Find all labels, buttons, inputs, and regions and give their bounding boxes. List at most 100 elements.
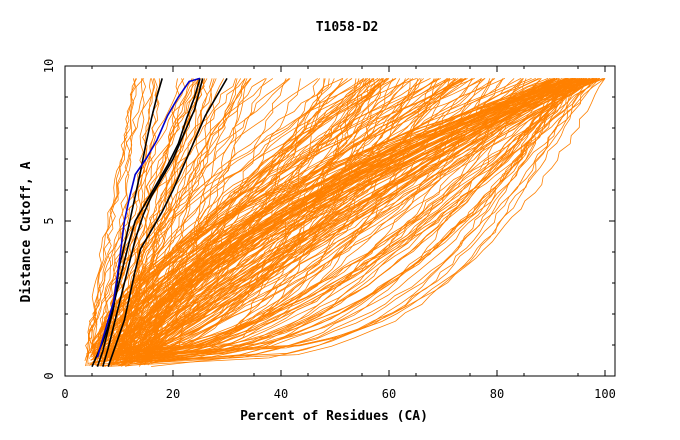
model-curve — [144, 78, 180, 363]
model-curve — [102, 78, 397, 355]
model-curves — [84, 78, 606, 367]
model-curve — [134, 78, 551, 363]
model-curve — [110, 78, 541, 352]
model-curve — [111, 78, 419, 365]
model-curve — [113, 78, 515, 354]
model-curve — [109, 78, 578, 361]
y-tick-label: 0 — [42, 372, 56, 379]
model-curve — [90, 78, 390, 365]
x-tick-label: 40 — [274, 387, 288, 401]
model-curve — [123, 78, 424, 356]
model-curve — [132, 78, 248, 353]
model-curve — [103, 78, 598, 355]
x-tick-label: 80 — [490, 387, 504, 401]
model-curve — [120, 78, 580, 363]
model-curve — [144, 78, 388, 366]
model-curve — [142, 78, 448, 355]
model-curve — [93, 78, 156, 357]
model-curve — [113, 78, 570, 352]
model-curve — [140, 78, 370, 357]
model-curve — [90, 78, 574, 361]
model-curve — [103, 78, 387, 360]
x-tick-label: 20 — [166, 387, 180, 401]
y-tick-label: 5 — [42, 217, 56, 224]
model-curve — [92, 78, 194, 360]
model-curve — [137, 78, 594, 361]
model-curve — [118, 78, 558, 355]
model-curve — [103, 78, 137, 363]
model-curve — [103, 78, 343, 360]
model-curve — [109, 78, 566, 358]
model-curve — [87, 78, 145, 365]
model-curve — [139, 78, 590, 355]
model-curve — [125, 78, 486, 367]
model-curve — [106, 78, 353, 362]
x-axis-label: Percent of Residues (CA) — [240, 409, 428, 424]
model-curve — [124, 78, 573, 365]
model-curve — [150, 78, 213, 364]
model-curve — [93, 78, 266, 357]
model-curve — [96, 78, 527, 367]
model-curve — [121, 78, 587, 360]
model-curve — [146, 78, 467, 358]
model-curve — [127, 78, 556, 367]
model-curve — [130, 78, 524, 360]
model-curve — [116, 78, 394, 365]
model-curve — [136, 78, 596, 363]
model-curve — [97, 78, 466, 358]
model-curve — [139, 78, 593, 365]
model-curve — [122, 78, 193, 358]
model-curve — [142, 78, 396, 352]
model-curve — [114, 78, 387, 359]
x-tick-label: 0 — [61, 387, 68, 401]
model-curve — [146, 78, 252, 366]
highlight-curve — [102, 78, 204, 367]
model-curve — [100, 78, 606, 354]
model-curve — [99, 78, 439, 361]
model-curve — [111, 78, 414, 360]
highlight-curves — [91, 77, 228, 368]
model-curve — [97, 78, 555, 358]
model-curve — [104, 78, 374, 360]
model-curve — [86, 78, 138, 355]
model-curve — [150, 78, 435, 353]
model-curve — [85, 78, 208, 354]
model-curve — [119, 78, 599, 366]
highlight-curve — [96, 77, 201, 358]
y-tick-label: 10 — [42, 59, 56, 73]
model-curve — [123, 78, 326, 363]
x-axis-ticks: 0 20 40 60 80 100 — [61, 66, 616, 401]
model-curve — [98, 78, 600, 352]
model-curve — [145, 78, 225, 354]
model-curve — [84, 78, 417, 362]
model-curve — [108, 78, 369, 359]
highlight-curve — [107, 77, 228, 367]
model-curve — [111, 78, 592, 356]
model-curve — [145, 78, 571, 360]
y-axis-label: Distance Cutoff, A — [19, 161, 34, 302]
model-curve — [148, 78, 536, 360]
model-curve — [140, 78, 570, 357]
model-curve — [116, 78, 580, 362]
model-curve — [87, 78, 364, 359]
y-axis-ticks: 0 5 10 — [42, 59, 615, 380]
model-curve — [148, 78, 553, 356]
model-curve — [108, 78, 474, 355]
x-tick-label: 60 — [382, 387, 396, 401]
model-curve — [104, 78, 203, 360]
model-curve — [90, 78, 388, 358]
model-curve — [121, 78, 560, 365]
highlight-curve — [91, 78, 201, 368]
model-curve — [105, 78, 365, 353]
model-curve — [85, 78, 449, 358]
model-curve — [103, 78, 456, 367]
model-curve — [125, 78, 251, 362]
model-curve — [119, 78, 600, 358]
model-curve — [150, 78, 524, 359]
model-curve — [112, 78, 203, 358]
model-curve — [135, 78, 594, 352]
model-curve — [151, 78, 491, 367]
chart-title: T1058-D2 — [316, 20, 379, 35]
model-curve — [107, 78, 206, 363]
